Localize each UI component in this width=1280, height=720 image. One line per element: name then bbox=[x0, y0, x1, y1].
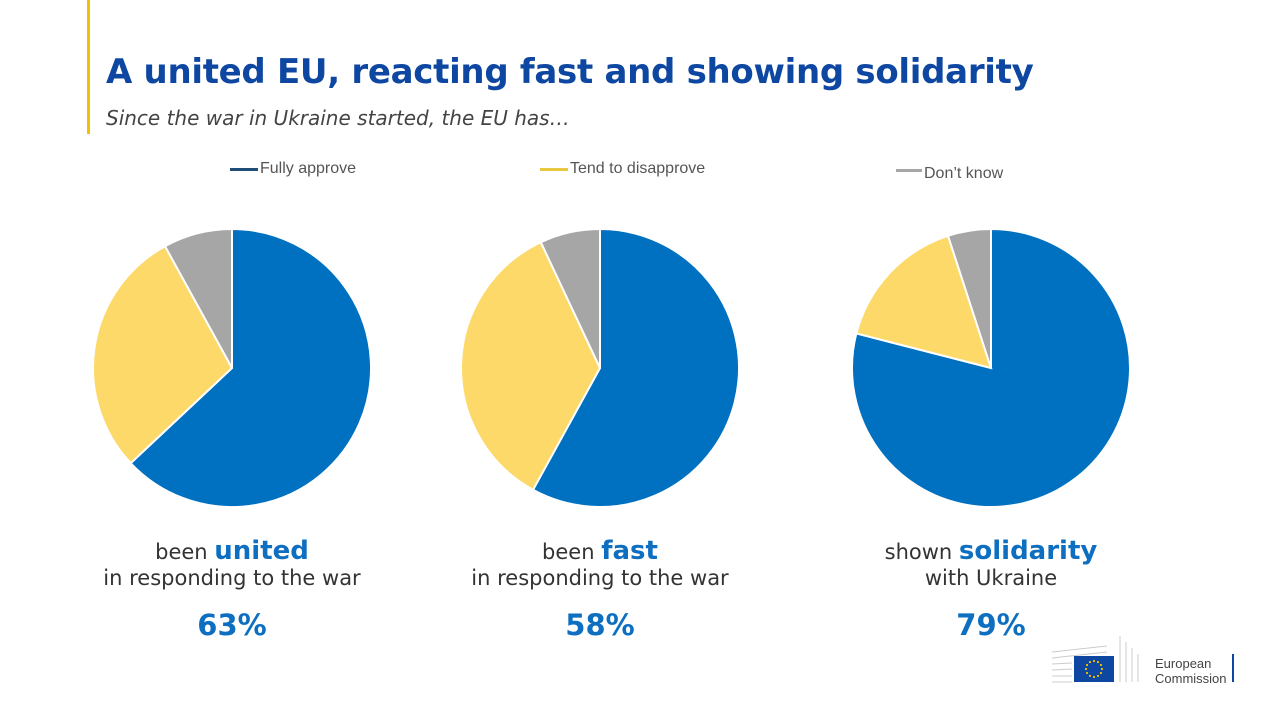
caption-solidarity: shown solidarity with Ukraine bbox=[811, 538, 1171, 591]
legend-swatch bbox=[896, 168, 922, 172]
accent-bar bbox=[87, 0, 90, 134]
slide-title: A united EU, reacting fast and showing s… bbox=[106, 52, 1034, 92]
slice-dont-know bbox=[163, 227, 233, 369]
star-icon bbox=[1099, 671, 1103, 675]
caption-keyword: united bbox=[214, 536, 309, 566]
caption-text: in responding to the war bbox=[471, 566, 729, 590]
eu-flag-icon bbox=[1074, 656, 1114, 682]
caption-text: shown bbox=[884, 540, 959, 564]
star-icon bbox=[1084, 667, 1088, 671]
legend-dont-know: Don’t know bbox=[896, 165, 1003, 183]
caption-text: been bbox=[542, 540, 602, 564]
star-icon bbox=[1085, 663, 1089, 667]
slice-fully-approve bbox=[129, 227, 372, 508]
logo-text: European Commission bbox=[1155, 656, 1227, 686]
star-icon bbox=[1096, 674, 1100, 678]
slice-dont-know bbox=[539, 227, 601, 369]
percentage-solidarity: 79% bbox=[956, 608, 1026, 642]
slide-subtitle: Since the war in Ukraine started, the EU… bbox=[106, 106, 570, 130]
caption-keyword: solidarity bbox=[958, 536, 1098, 566]
percentage-united: 63% bbox=[197, 608, 267, 642]
star-icon bbox=[1088, 674, 1092, 678]
logo-divider bbox=[1232, 654, 1234, 682]
caption-united: been united in responding to the war bbox=[52, 538, 412, 591]
legend-label: Fully approve bbox=[260, 160, 357, 177]
legend-swatch bbox=[540, 167, 568, 171]
star-icon bbox=[1096, 660, 1100, 664]
slice-tend-to-disapprove bbox=[460, 240, 602, 492]
slice-fully-approve bbox=[531, 227, 740, 508]
slice-dont-know bbox=[946, 227, 992, 369]
legend-tend-to-disapprove: Tend to disapprove bbox=[540, 160, 705, 178]
legend-label: Tend to disapprove bbox=[570, 160, 706, 177]
legend-label: Don’t know bbox=[924, 165, 1004, 182]
star-icon bbox=[1099, 663, 1103, 667]
percentage-fast: 58% bbox=[565, 608, 635, 642]
caption-text: been bbox=[155, 540, 215, 564]
slice-tend-to-disapprove bbox=[855, 234, 993, 370]
caption-fast: been fast in responding to the war bbox=[420, 538, 780, 591]
star-icon bbox=[1092, 675, 1096, 679]
star-icon bbox=[1085, 671, 1089, 675]
logo-line2: Commission bbox=[1155, 671, 1227, 686]
star-icon bbox=[1100, 667, 1104, 671]
star-icon bbox=[1088, 660, 1092, 664]
star-icon bbox=[1092, 659, 1096, 663]
berlaymont-icon bbox=[1052, 636, 1139, 683]
logo-line1: European bbox=[1155, 656, 1212, 671]
legend-fully-approve: Fully approve bbox=[230, 160, 356, 178]
slice-tend-to-disapprove bbox=[92, 244, 234, 465]
legend-swatch bbox=[230, 167, 258, 171]
caption-text: with Ukraine bbox=[924, 566, 1058, 590]
caption-text: in responding to the war bbox=[103, 566, 361, 590]
caption-keyword: fast bbox=[601, 536, 658, 566]
european-commission-logo: European Commission bbox=[1052, 636, 1242, 686]
